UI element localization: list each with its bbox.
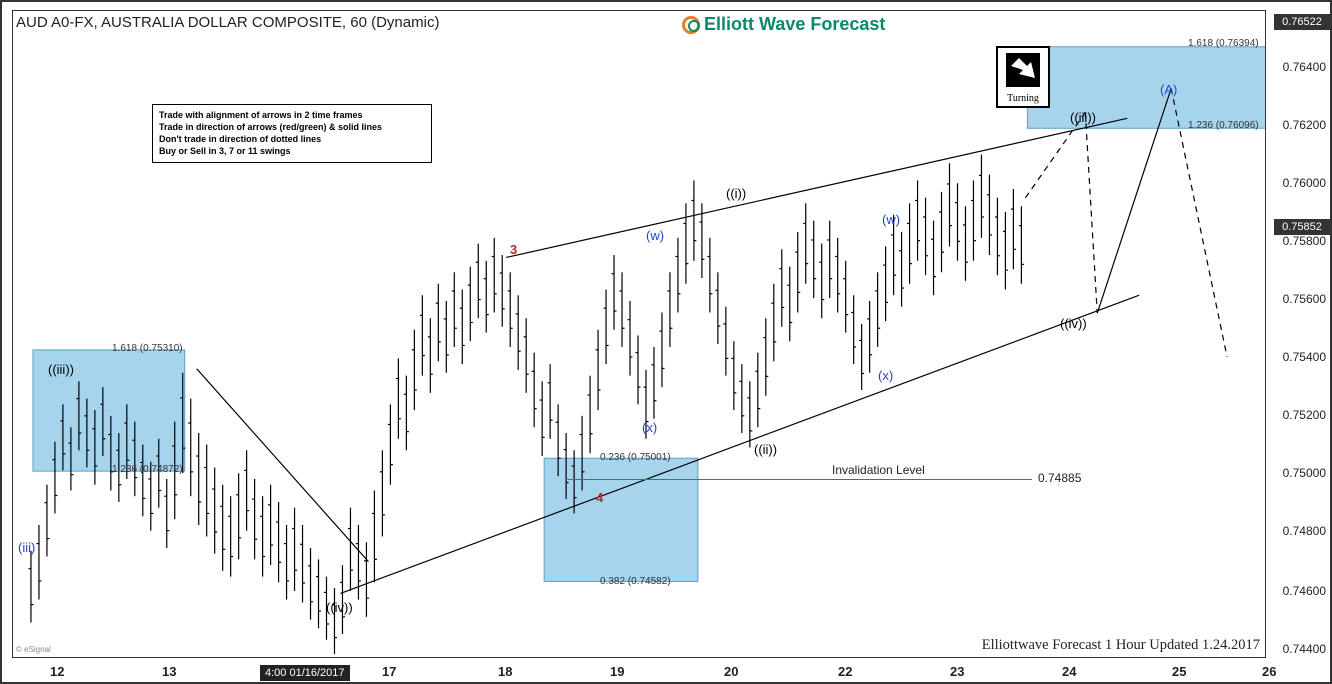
wave-label: 4 [596,490,603,505]
wave-label: ((iii)) [48,362,74,377]
invalidation-label: Invalidation Level [832,463,925,477]
x-tick: 25 [1172,664,1186,679]
y-price-marker: 0.75852 [1274,219,1330,235]
wave-label: (w) [882,212,900,227]
y-tick: 0.75000 [1283,466,1326,480]
rule-line: Trade with alignment of arrows in 2 time… [159,109,425,121]
wave-label: (x) [642,420,657,435]
wave-label: ((ii)) [754,442,777,457]
brand-text: Elliott Wave Forecast [704,14,885,34]
x-tick: 24 [1062,664,1076,679]
y-tick: 0.75400 [1283,350,1326,364]
rule-line: Buy or Sell in 3, 7 or 11 swings [159,145,425,157]
rule-line: Trade in direction of arrows (red/green)… [159,121,425,133]
x-tick: 23 [950,664,964,679]
y-price-marker: 0.76522 [1274,14,1330,30]
x-tick: 12 [50,664,64,679]
wave-label: ((i)) [726,186,746,201]
y-tick: 0.74600 [1283,584,1326,598]
y-tick: 0.76400 [1283,60,1326,74]
x-tick: 17 [382,664,396,679]
brand-icon [682,16,700,34]
wave-label: (iii) [18,540,35,555]
y-tick: 0.75600 [1283,292,1326,306]
wave-label: 3 [510,242,517,257]
fib-label: 0.236 (0.75001) [600,452,671,463]
trading-rules-box: Trade with alignment of arrows in 2 time… [152,104,432,163]
footer-caption: Elliottwave Forecast 1 Hour Updated 1.24… [982,637,1260,654]
fib-label: 0.382 (0.74582) [600,576,671,587]
y-tick: 0.74800 [1283,524,1326,538]
fib-label: 1.236 (0.76096) [1188,120,1259,131]
x-tick: 13 [162,664,176,679]
turning-indicator: Turning [996,46,1050,108]
turning-label: Turning [998,93,1048,104]
x-axis: 12131718192022232425264:00 01/16/2017 [12,660,1266,682]
x-tick: 22 [838,664,852,679]
wave-label: ((iii)) [1070,110,1096,125]
x-tick: 18 [498,664,512,679]
y-axis: 0.76400 0.76200 0.76000 0.75800 0.75600 0.754… [1274,10,1330,658]
y-tick: 0.76200 [1283,118,1326,132]
fib-label: 1.236 (0.74872) [112,464,183,475]
wave-label: ((iv)) [326,600,353,615]
invalidation-value: 0.74885 [1038,471,1081,485]
x-tick: 20 [724,664,738,679]
fib-label: 1.618 (0.75310) [112,343,183,354]
wave-label: ((iv)) [1060,316,1087,331]
x-tick: 19 [610,664,624,679]
y-tick: 0.74400 [1283,642,1326,656]
brand-logo: Elliott Wave Forecast [682,14,885,35]
fib-label: 1.618 (0.76394) [1188,38,1259,49]
chart-title: AUD A0-FX, AUSTRALIA DOLLAR COMPOSITE, 6… [16,14,439,31]
rule-line: Don't trade in direction of dotted lines [159,133,425,145]
turning-arrow-icon [1005,52,1041,88]
x-time-marker: 4:00 01/16/2017 [260,665,350,681]
y-tick: 0.76000 [1283,176,1326,190]
y-tick: 0.75800 [1283,234,1326,248]
wave-label: (A) [1160,82,1177,97]
y-tick: 0.75200 [1283,408,1326,422]
invalidation-line [566,479,1032,480]
wave-label: (x) [878,368,893,383]
x-tick: 26 [1262,664,1276,679]
wave-label: (w) [646,228,664,243]
copyright: © eSignal [16,645,51,654]
